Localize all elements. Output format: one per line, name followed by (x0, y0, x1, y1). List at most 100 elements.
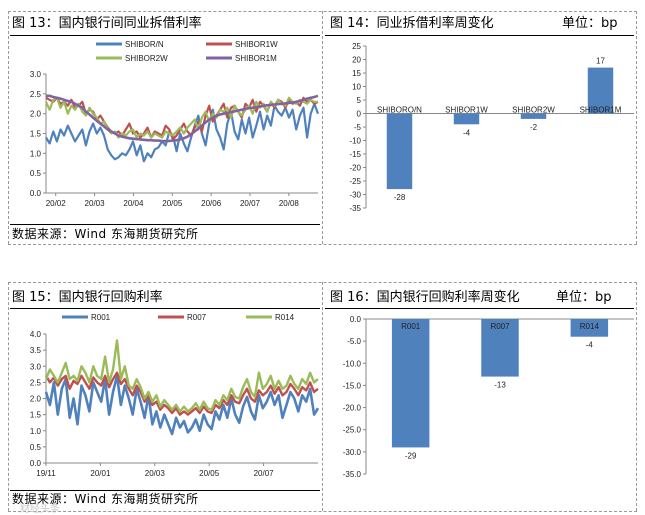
chart14-value-label: -2 (530, 123, 538, 132)
chart14-y-tick-label: 20 (352, 56, 361, 65)
chart14-y-tick-label: -20 (349, 164, 361, 173)
chart16-category-label: R001 (401, 322, 421, 331)
chart13-title: 图 13：国内银行间同业拆借利率 (12, 16, 202, 31)
chart16-title: 图 16：国内银行回购利率周变化 (330, 290, 520, 305)
frame-right-border-top (636, 11, 637, 244)
chart13-x-tick-label: 20/02 (46, 199, 67, 208)
chart16-y-tick-label: -5.0 (347, 337, 361, 346)
chart14-y-tick-label: -35 (349, 204, 361, 213)
chart13-y-tick-label: 0.5 (30, 169, 42, 178)
source-bottom-rule (10, 490, 320, 491)
chart13-legend-label: SHIBOR2W (125, 54, 168, 63)
chart16-value-label: -13 (494, 381, 506, 390)
chart16-y-tick-label: -25.0 (343, 426, 362, 435)
chart15-y-tick-label: 2.0 (30, 395, 42, 404)
frame-left-border-top (8, 11, 9, 244)
chart13-x-tick-label: 20/08 (279, 199, 300, 208)
chart13-legend-label: SHIBOR/N (125, 40, 164, 49)
chart15-y-tick-label: 1.0 (30, 427, 42, 436)
chart14-category-label: SHIBOR1M (580, 106, 622, 115)
chart16-bar-r007 (481, 319, 519, 377)
chart15-x-tick-label: 19/11 (36, 469, 56, 478)
chart16-y-tick-label: -30.0 (343, 448, 362, 457)
chart16-y-tick-label: -15.0 (343, 381, 362, 390)
chart16-value-label: -29 (405, 451, 417, 460)
chart13-title-rule (10, 35, 320, 36)
chart13-series-shibor1m (46, 94, 319, 143)
chart13-x-tick-label: 20/04 (123, 199, 144, 208)
chart15-y-tick-label: 3.5 (30, 346, 42, 355)
chart16-bar-r001 (391, 319, 430, 448)
chart14-title: 图 14：同业拆借利率周变化 (330, 16, 494, 31)
chart15-title: 图 15：国内银行回购利率 (12, 290, 163, 305)
chart13-x-tick-label: 20/05 (162, 199, 183, 208)
chart14-y-tick-label: -15 (349, 150, 361, 159)
chart15-y-tick-label: 0.0 (30, 459, 42, 468)
chart16-plot: -35.0 -30.0 -25.0 -20.0 -15.0 -10.0 -5.0 0.0 R00… (343, 315, 634, 479)
chart16-y-tick-label: -20.0 (343, 404, 362, 413)
chart15-series-r001 (44, 374, 320, 436)
chart15-y-tick-label: 4.0 (30, 330, 42, 339)
chart14-y-tick-label: 25 (352, 42, 361, 51)
chart13-x-tick-label: 20/07 (240, 199, 261, 208)
chart13-legend-label: SHIBOR1M (235, 54, 277, 63)
chart16-y-tick-label: -35.0 (343, 470, 362, 479)
chart14-y-tick-label: 10 (352, 83, 361, 92)
chart15-x-tick-label: 20/07 (254, 469, 275, 478)
chart15-legend-label: R007 (187, 313, 207, 322)
source-top: 数据来源：Wind 东海期货研究所 (12, 227, 199, 241)
chart13-y-tick-label: 0.0 (30, 189, 42, 198)
chart15-y-tick-label: 1.5 (30, 411, 42, 420)
chart13-y-tick-label: 2.5 (30, 90, 42, 99)
chart13-y-tick-label: 2.0 (30, 110, 42, 119)
chart14-bar-shiboron (386, 113, 413, 190)
chart13-y-tick-label: 3.0 (30, 70, 42, 79)
chart14-y-tick-label: -25 (349, 177, 361, 186)
chart13-x-tick-label: 20/06 (201, 199, 222, 208)
chart16-value-label: -4 (586, 341, 594, 350)
chart13-x-tick-label: 20/03 (85, 199, 106, 208)
chart13-legend-label: SHIBOR1W (235, 40, 278, 49)
chart15-x-tick-label: 20/05 (199, 469, 220, 478)
chart13-y-tick-label: 1.5 (30, 130, 42, 139)
frame-right-border-bottom (636, 282, 637, 511)
chart15-legend-label: R001 (91, 313, 111, 322)
chart15-series-r014 (44, 339, 319, 413)
chart16-y-tick-label: 0.0 (350, 315, 362, 324)
chart15-y-tick-label: 2.5 (30, 378, 42, 387)
chart16-category-label: R007 (490, 322, 510, 331)
chart15-y-tick-label: 0.5 (30, 443, 42, 452)
chart13-y-tick-label: 1.0 (30, 149, 42, 158)
frame-left-border-bottom (8, 282, 9, 511)
source-top-rule (10, 224, 320, 225)
chart15-y-tick-label: 3.0 (30, 362, 42, 371)
chart14-category-label: SHIBORO/N (377, 106, 422, 115)
chart14-value-label: 17 (596, 57, 605, 66)
chart14-y-tick-label: 15 (352, 69, 361, 78)
chart16-bar-r014 (570, 319, 609, 337)
chart14-category-label: SHIBOR1W (445, 106, 488, 115)
chart14-bar-shibor2w (520, 113, 547, 119)
frame-center-border-bottom (322, 282, 323, 511)
frame-mid-top-border (8, 244, 637, 245)
chart14-y-tick-label: -5 (354, 123, 362, 132)
chart14-y-tick-label: 0 (357, 110, 362, 119)
chart14-unit: 单位：bp (562, 16, 618, 31)
chart14-y-tick-label: -30 (349, 191, 361, 200)
chart16-category-label: R014 (580, 322, 600, 331)
frame-center-border-top (322, 11, 323, 244)
chart15-series-r007 (44, 371, 319, 416)
watermark: 财经头条 (20, 504, 60, 515)
chart15-plot: 0.0 0.5 1.0 1.5 2.0 2.5 3.0 3.5 4.0 19/11 20/01 20/… (30, 313, 320, 478)
chart14-y-tick-label: 5 (357, 96, 362, 105)
chart13-plot: 0.0 0.5 1.0 1.5 2.0 2.5 3.0 20/02 20/03 20/04 20/0… (30, 40, 320, 208)
chart15-title-rule (10, 308, 320, 309)
chart15-x-tick-label: 20/01 (90, 469, 111, 478)
chart14-value-label: -4 (463, 128, 471, 137)
chart14-value-label: -28 (394, 193, 406, 202)
chart14-bar-shibor1m (587, 67, 614, 114)
chart16-y-tick-label: -10.0 (343, 359, 362, 368)
chart16-unit: 单位：bp (556, 290, 612, 305)
chart14-plot: -35 -30 -25 -20 -15 -10 -5 0 5 10 15 20 25 SHIBORO/N -… (349, 42, 634, 213)
chart16-title-rule (325, 308, 634, 309)
